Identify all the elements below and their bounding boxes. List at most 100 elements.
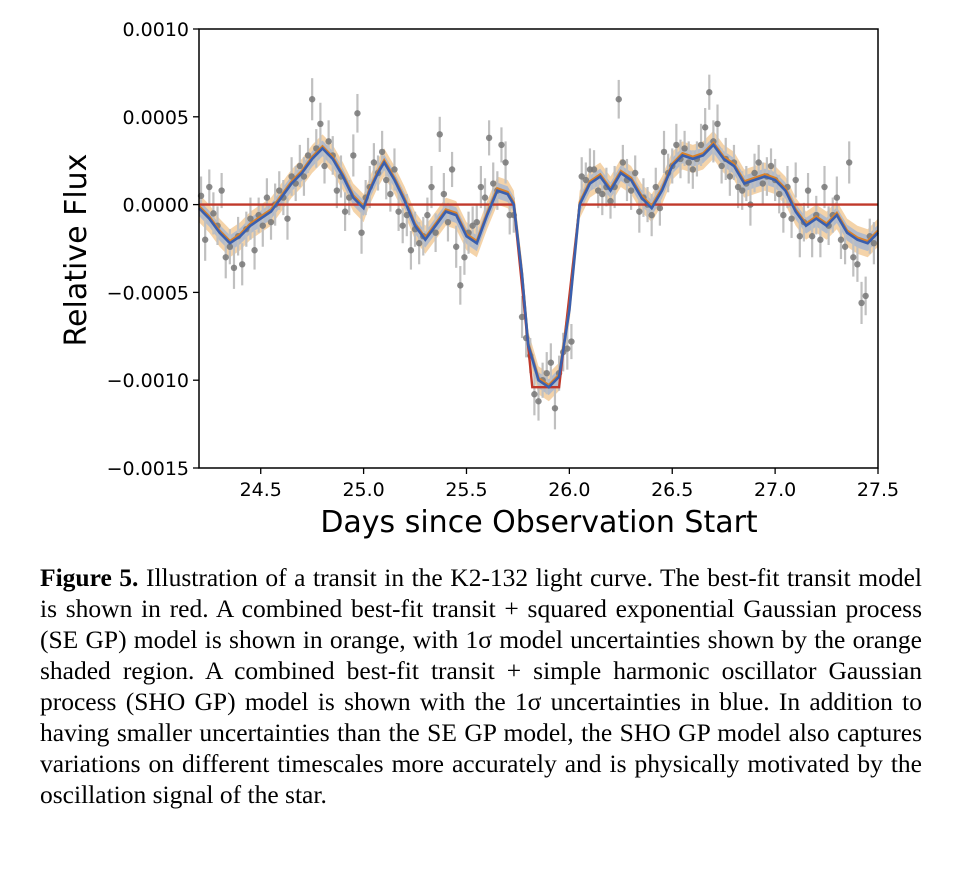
data-point — [415, 240, 423, 247]
data-point — [341, 208, 349, 215]
data-point — [780, 211, 787, 219]
data-point — [239, 261, 246, 268]
x-axis-label: Days since Observation Start — [320, 505, 758, 540]
data-point — [354, 110, 361, 117]
data-point — [739, 187, 746, 194]
data-point — [590, 166, 598, 173]
data-point — [648, 211, 655, 219]
data-point — [210, 210, 217, 217]
data-point — [619, 159, 627, 166]
data-point — [432, 229, 439, 236]
data-point — [788, 215, 795, 222]
data-point — [656, 204, 664, 212]
data-point — [870, 240, 878, 247]
data-point — [837, 236, 845, 243]
data-point — [267, 218, 275, 226]
data-point — [607, 197, 614, 205]
data-point — [247, 215, 254, 222]
data-point — [428, 183, 435, 191]
data-point — [751, 169, 758, 177]
data-point — [531, 391, 538, 398]
data-point — [660, 148, 668, 156]
data-point — [767, 162, 775, 170]
data-point — [547, 359, 555, 366]
data-point — [391, 166, 398, 173]
data-point — [841, 243, 849, 250]
data-point — [498, 141, 505, 149]
y-axis-label: Relative Flux — [59, 154, 94, 347]
data-point — [685, 159, 692, 166]
x-tick-label: 27.5 — [857, 479, 899, 501]
data-point — [858, 299, 865, 307]
data-point — [218, 187, 225, 194]
y-tick-label: 0.0000 — [123, 195, 189, 217]
data-point — [627, 187, 635, 194]
caption-label: Figure 5. — [40, 563, 139, 592]
data-point — [457, 282, 464, 289]
data-point — [276, 187, 283, 194]
light-curve-chart: 24.5 25.0 25.5 26.0 26.5 27.0 27.5 0.0010 0.000… — [59, 19, 899, 540]
data-point — [321, 162, 328, 170]
data-point — [440, 190, 448, 198]
data-point — [804, 187, 812, 194]
transit-model-line — [199, 203, 878, 389]
data-point — [473, 218, 480, 226]
data-point — [395, 208, 402, 215]
y-tick-label: 0.0005 — [123, 107, 189, 129]
data-point — [490, 180, 497, 187]
data-point — [689, 166, 697, 173]
data-point — [821, 183, 828, 191]
data-point — [862, 292, 869, 300]
data-point — [701, 124, 709, 131]
data-point — [284, 215, 291, 222]
data-point — [403, 211, 411, 219]
data-point — [535, 398, 542, 405]
x-tick-label: 25.0 — [342, 479, 384, 501]
data-point — [673, 141, 680, 149]
data-point — [407, 247, 415, 254]
x-axis-ticks: 24.5 25.0 25.5 26.0 26.5 27.0 27.5 — [240, 468, 899, 501]
data-point — [325, 138, 332, 145]
data-point — [259, 222, 266, 229]
data-point — [308, 96, 316, 103]
data-point — [230, 264, 238, 272]
data-point — [201, 236, 209, 243]
data-point — [714, 120, 721, 128]
x-tick-label: 26.0 — [548, 479, 590, 501]
data-point — [652, 183, 659, 191]
data-point — [206, 183, 213, 191]
caption-text: Illustration of a transit in the K2-132 … — [40, 563, 922, 809]
data-point — [759, 180, 766, 187]
data-point — [850, 254, 857, 261]
data-point — [564, 345, 571, 352]
data-point — [263, 194, 271, 201]
model-lines — [198, 140, 879, 389]
data-point — [424, 211, 431, 219]
data-point — [251, 247, 258, 254]
data-point — [481, 194, 489, 201]
data-point — [792, 176, 799, 184]
figure-caption: Figure 5. Illustration of a transit in t… — [40, 562, 922, 810]
data-point — [726, 173, 734, 180]
data-point — [833, 194, 841, 201]
data-point — [755, 159, 762, 166]
data-point — [300, 173, 308, 180]
data-point — [477, 183, 485, 191]
data-point — [370, 159, 378, 166]
y-tick-label: −0.0015 — [107, 458, 189, 480]
data-point — [350, 152, 357, 159]
data-point — [796, 233, 804, 240]
data-point — [358, 229, 365, 236]
data-point — [599, 190, 606, 198]
data-point — [444, 218, 452, 226]
x-tick-label: 27.0 — [754, 479, 796, 501]
data-point — [718, 162, 725, 170]
data-point — [387, 190, 394, 198]
data-point — [448, 166, 456, 173]
plot-frame — [198, 28, 879, 469]
data-point — [452, 243, 460, 250]
data-point — [502, 159, 509, 166]
data-point — [226, 243, 234, 250]
data-point — [296, 162, 304, 170]
